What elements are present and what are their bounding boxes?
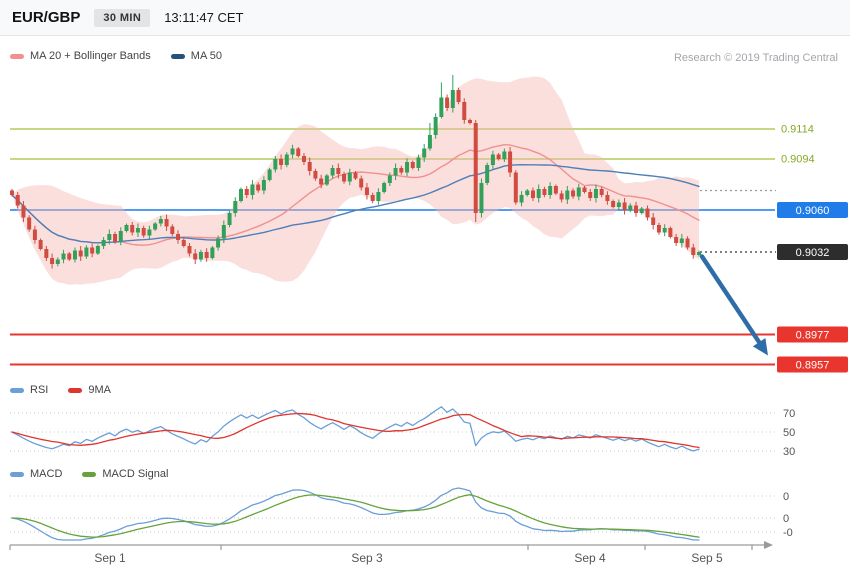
rsi-panel-chart: 70 50 30	[10, 406, 795, 458]
macd-tick-label: 0	[783, 491, 789, 503]
rsi-9ma-swatch-icon	[68, 387, 83, 393]
ma50-swatch-icon	[170, 53, 185, 59]
legend-item-9ma: 9MA	[68, 384, 111, 396]
legend-item-ma50: MA 50	[170, 50, 222, 62]
price-badge-label: 0.9032	[796, 247, 830, 259]
main-chart-legend: MA 20 + Bollinger Bands MA 50	[10, 50, 222, 62]
macd-swatch-icon	[10, 471, 24, 477]
legend-rsi-label: RSI	[30, 384, 49, 396]
rsi-tick-label: 30	[783, 446, 795, 458]
time-axis-label: Sep 1	[94, 551, 126, 565]
rsi-tick-label: 50	[783, 427, 795, 439]
rsi-tick-label: 70	[783, 408, 795, 420]
macd-panel-chart: 0 0 -0	[10, 487, 793, 541]
price-level-label: 0.9114	[781, 124, 814, 136]
rsi-swatch-icon	[10, 387, 24, 393]
price-badge-label: 0.8977	[796, 329, 830, 341]
legend-ma20-label: MA 20 + Bollinger Bands	[30, 50, 151, 62]
forecast-arrow-icon	[752, 338, 768, 356]
symbol-label: EUR/GBP	[12, 9, 81, 26]
macd-signal-line	[11, 494, 700, 538]
legend-item-macd-signal: MACD Signal	[82, 468, 168, 480]
price-badge-label: 0.8957	[796, 359, 830, 371]
legend-macd-signal-label: MACD Signal	[102, 468, 169, 480]
macd-signal-swatch-icon	[82, 471, 97, 477]
legend-macd-label: MACD	[30, 468, 63, 480]
legend-item-ma20-bollinger: MA 20 + Bollinger Bands	[10, 50, 151, 62]
macd-tick-label: 0	[783, 513, 789, 525]
price-level-label: 0.9094	[781, 154, 815, 166]
legend-9ma-label: 9MA	[88, 384, 111, 396]
legend-item-rsi: RSI	[10, 384, 48, 396]
legend-ma50-label: MA 50	[190, 50, 222, 62]
ma50-line	[11, 164, 700, 244]
chart-header: EUR/GBP 30 MIN 13:11:47 CET	[0, 0, 850, 36]
legend-item-macd: MACD	[10, 468, 62, 480]
price-badge	[777, 356, 848, 373]
price-badge	[777, 202, 848, 218]
time-axis-label: Sep 3	[351, 551, 383, 565]
rsi-legend: RSI 9MA	[10, 384, 111, 396]
timestamp-label: 13:11:47 CET	[164, 10, 244, 25]
macd-legend: MACD MACD Signal	[10, 468, 168, 480]
main-price-chart: 0.9114 0.9094 0.9060 0.9032 0.8977 0.8957	[10, 75, 848, 373]
time-axis-label: Sep 5	[691, 551, 723, 565]
price-badge	[777, 326, 848, 343]
price-plot-layer	[10, 75, 701, 285]
macd-line	[11, 487, 700, 541]
timeframe-badge: 30 MIN	[94, 8, 151, 27]
axis-arrow-icon	[764, 541, 773, 549]
attribution-label: Research © 2019 Trading Central	[673, 52, 838, 64]
bollinger-band-area	[12, 76, 699, 285]
time-axis-label: Sep 4	[574, 551, 606, 565]
rsi-9ma-line	[11, 412, 700, 449]
time-axis: Sep 1 Sep 3 Sep 4 Sep 5	[9, 541, 773, 565]
candles-layer	[10, 75, 701, 269]
macd-tick-label: -0	[783, 527, 793, 539]
ma20-swatch-icon	[10, 53, 24, 59]
price-badge	[777, 244, 848, 260]
rsi-line	[11, 406, 700, 452]
price-badge-label: 0.9060	[796, 205, 830, 217]
